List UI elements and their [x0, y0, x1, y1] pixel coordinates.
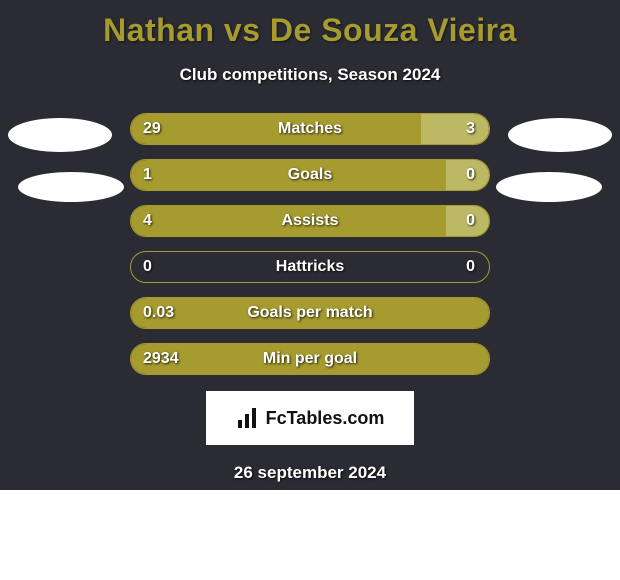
value-right: 0 — [466, 166, 475, 184]
stat-rows: 29 Matches 3 1 Goals 0 4 Assists 0 0 Hattricks 0 0.0… — [130, 113, 490, 375]
value-right: 3 — [466, 120, 475, 138]
value-right: 0 — [466, 212, 475, 230]
avatar-placeholder-right-2 — [496, 172, 602, 202]
stat-row-hattricks: 0 Hattricks 0 — [130, 251, 490, 283]
stat-row-matches: 29 Matches 3 — [130, 113, 490, 145]
date-text: 26 september 2024 — [0, 463, 620, 483]
stat-label: Hattricks — [276, 258, 344, 276]
brand-text: FcTables.com — [266, 408, 385, 429]
comparison-card: Nathan vs De Souza Vieira Club competiti… — [0, 0, 620, 490]
stat-row-goals: 1 Goals 0 — [130, 159, 490, 191]
stat-label: Assists — [282, 212, 339, 230]
avatar-placeholder-right-1 — [508, 118, 612, 152]
stat-label: Min per goal — [263, 350, 357, 368]
avatar-placeholder-left-2 — [18, 172, 124, 202]
value-left: 29 — [143, 120, 161, 138]
value-left: 2934 — [143, 350, 179, 368]
stat-row-min-per-goal: 2934 Min per goal — [130, 343, 490, 375]
fill-right — [421, 114, 489, 144]
value-left: 4 — [143, 212, 152, 230]
stat-row-assists: 4 Assists 0 — [130, 205, 490, 237]
brand-badge: FcTables.com — [206, 391, 414, 445]
value-right: 0 — [466, 258, 475, 276]
stat-label: Matches — [278, 120, 342, 138]
stat-row-goals-per-match: 0.03 Goals per match — [130, 297, 490, 329]
avatar-placeholder-left-1 — [8, 118, 112, 152]
value-left: 0 — [143, 258, 152, 276]
stat-label: Goals — [288, 166, 332, 184]
stat-label: Goals per match — [247, 304, 372, 322]
value-left: 1 — [143, 166, 152, 184]
value-left: 0.03 — [143, 304, 174, 322]
card-subtitle: Club competitions, Season 2024 — [0, 65, 620, 85]
card-title: Nathan vs De Souza Vieira — [0, 12, 620, 49]
fill-left — [131, 114, 421, 144]
bars-icon — [236, 406, 260, 430]
